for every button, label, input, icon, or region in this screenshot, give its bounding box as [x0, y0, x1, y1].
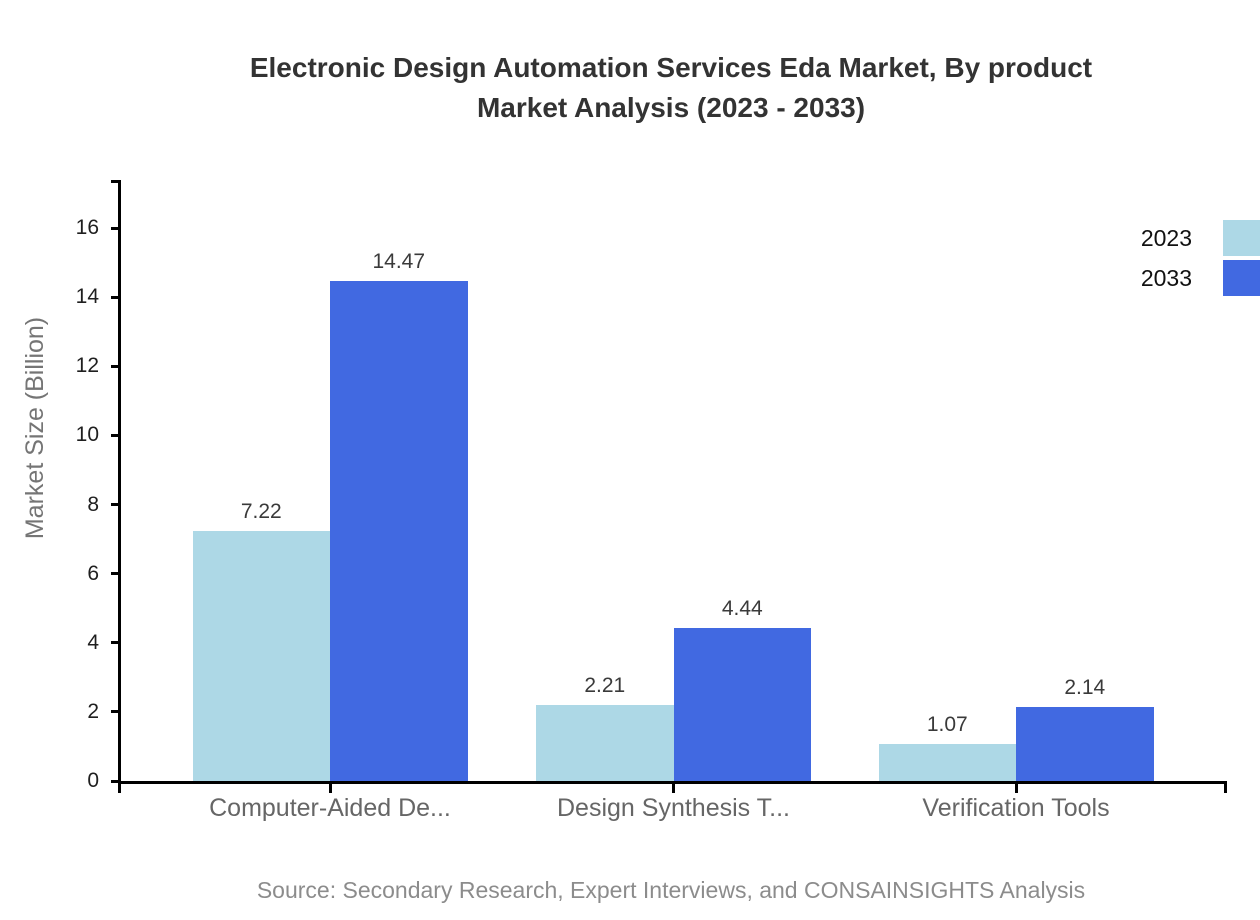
category-label-0: Computer-Aided De...: [209, 794, 451, 822]
y-tick-2: [111, 710, 121, 714]
legend-item-2033: 2033: [1141, 260, 1260, 296]
y-tick-label-10: 10: [75, 423, 99, 447]
legend-label-2023: 2023: [1140, 224, 1192, 251]
y-tick-label-16: 16: [75, 216, 99, 239]
y-tick-label-14: 14: [75, 285, 99, 309]
y-tick-16: [111, 226, 121, 230]
origin-axis-stub: [118, 781, 121, 793]
y-tick-label-6: 6: [87, 561, 99, 585]
plot-area: 0 2 4 6 8 10 12 14 16 Computer-Aided De... 7.22 14.…: [76, 179, 1227, 822]
source-note: Source: Secondary Research, Expert Inter…: [256, 877, 1086, 903]
y-tick-14: [111, 295, 121, 299]
legend-label-2033: 2033: [1140, 264, 1192, 291]
y-tick-label-12: 12: [75, 354, 99, 378]
bar-2033-1: [673, 627, 811, 781]
y-tick-label-2: 2: [87, 699, 99, 723]
y-tick-8: [111, 503, 121, 506]
y-tick-label-4: 4: [87, 630, 99, 654]
y-axis-title: Market Size (Billion): [21, 316, 49, 540]
bar-2033-0: [330, 280, 468, 781]
y-axis-top-cap: [111, 179, 121, 183]
y-tick-4: [111, 641, 121, 645]
value-label-2033-1: 4.44: [721, 596, 763, 620]
legend-item-2023: 2023: [1141, 220, 1260, 256]
x-tick-0: [328, 783, 332, 793]
legend-swatch-2033: [1223, 260, 1260, 296]
value-label-2023-0: 7.22: [240, 500, 282, 524]
chart-title-line-1: Electronic Design Automation Services Ed…: [249, 52, 1093, 83]
legend-swatch-2023: [1223, 220, 1260, 256]
y-tick-label-8: 8: [87, 492, 99, 516]
chart-title: Electronic Design Automation Services Ed…: [118, 48, 1224, 128]
y-tick-12: [111, 364, 121, 368]
bar-2023-2: [878, 744, 1016, 781]
bar-2023-1: [536, 704, 674, 781]
y-tick-label-0: 0: [87, 769, 99, 792]
x-axis-end-cap: [1224, 783, 1227, 793]
category-label-1: Design Synthesis T...: [557, 794, 790, 822]
legend: 2023 2033: [1141, 220, 1260, 296]
category-label-2: Verification Tools: [922, 794, 1110, 822]
value-label-2023-1: 2.21: [584, 673, 626, 697]
bar-2033-2: [1016, 707, 1154, 781]
y-tick-10: [111, 433, 121, 437]
x-tick-1: [672, 783, 675, 793]
value-label-2023-2: 1.07: [926, 713, 968, 737]
bar-2023-0: [192, 531, 330, 781]
value-label-2033-2: 2.14: [1064, 676, 1106, 700]
y-tick-0: [111, 779, 121, 783]
chart-title-line-2: Market Analysis (2023 - 2033): [476, 92, 866, 123]
x-tick-2: [1014, 783, 1018, 793]
y-tick-6: [111, 572, 121, 576]
value-label-2033-0: 14.47: [372, 249, 426, 273]
